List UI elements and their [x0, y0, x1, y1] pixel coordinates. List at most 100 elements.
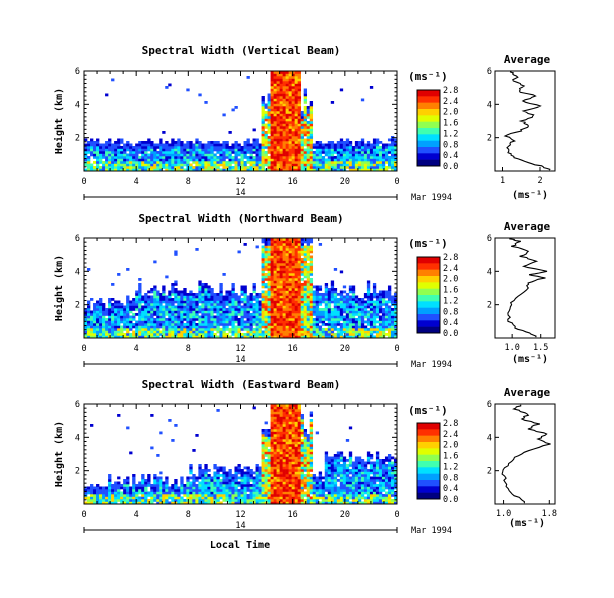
heatmap-cell — [144, 163, 148, 167]
heatmap-cell — [141, 161, 145, 164]
heatmap-cell — [330, 288, 335, 291]
heatmap-cell — [171, 330, 175, 334]
heatmap-cell — [255, 295, 259, 299]
heatmap-cell — [252, 335, 256, 339]
heatmap-cell — [273, 98, 277, 102]
heatmap-cell — [285, 156, 289, 159]
heatmap-cell — [189, 300, 193, 304]
heatmap-cell — [195, 318, 199, 321]
heatmap-cell — [267, 260, 271, 264]
heatmap-cell — [270, 434, 274, 437]
heatmap-cell — [261, 248, 265, 251]
heatmap-cell — [219, 315, 223, 319]
heatmap-cell — [183, 143, 187, 147]
heatmap-cell — [183, 288, 187, 291]
heatmap-cell — [111, 156, 115, 159]
heatmap-cell — [270, 464, 274, 467]
heatmap-cell — [342, 153, 347, 157]
heatmap-cell — [159, 310, 163, 314]
heatmap-cell — [246, 303, 250, 306]
heatmap-cell — [180, 323, 184, 326]
colorbar-unit: (ms⁻¹) — [408, 237, 448, 250]
heatmap-cell — [306, 148, 311, 152]
heatmap-cell — [240, 313, 244, 316]
heatmap-cell — [150, 446, 154, 450]
heatmap-cell — [258, 330, 262, 334]
heatmap-cell — [261, 141, 265, 144]
heatmap-cell — [279, 308, 283, 311]
heatmap-cell — [132, 484, 136, 487]
heatmap-cell — [171, 494, 175, 497]
heatmap-cell — [216, 143, 220, 147]
heatmap-cell — [165, 323, 169, 326]
heatmap-cell — [174, 156, 178, 159]
heatmap-cell — [168, 335, 172, 339]
heatmap-cell — [204, 156, 208, 159]
heatmap-cell — [363, 320, 368, 324]
heatmap-cell — [111, 310, 115, 314]
heatmap-cell — [327, 151, 332, 154]
heatmap-cell — [159, 293, 163, 296]
heatmap-cell — [267, 295, 271, 299]
heatmap-cell — [279, 168, 283, 172]
heatmap-cell — [243, 163, 247, 167]
heatmap-cell — [207, 315, 211, 319]
heatmap-cell — [150, 489, 154, 492]
heatmap-cell — [201, 143, 205, 147]
heatmap-cell — [195, 501, 199, 505]
heatmap-cell — [327, 158, 332, 162]
heatmap-cell — [366, 313, 371, 316]
heatmap-cell — [291, 313, 295, 316]
heatmap-cell — [276, 243, 280, 246]
heatmap-cell — [195, 491, 199, 495]
heatmap-cell — [264, 464, 268, 467]
heatmap-cell — [99, 320, 103, 324]
heatmap-cell — [357, 151, 362, 154]
heatmap-cell — [333, 148, 338, 152]
heatmap-cell — [273, 243, 277, 246]
heatmap-cell — [285, 168, 289, 172]
heatmap-cell — [300, 153, 304, 157]
heatmap-cell — [183, 310, 187, 314]
heatmap-cell — [366, 293, 371, 296]
heatmap-cell — [93, 156, 97, 159]
heatmap-cell — [117, 484, 121, 487]
heatmap-cell — [270, 153, 274, 157]
heatmap-cell — [129, 325, 133, 329]
heatmap-cell — [87, 315, 91, 319]
heatmap-cell — [282, 333, 286, 336]
heatmap-cell — [330, 325, 335, 329]
heatmap-cell — [246, 295, 250, 299]
heatmap-cell — [267, 141, 271, 144]
heatmap-cell — [318, 153, 323, 157]
heatmap-cell — [237, 484, 241, 487]
heatmap-cell — [231, 474, 235, 477]
heatmap-cell — [105, 158, 109, 162]
heatmap-cell — [270, 275, 274, 279]
heatmap-cell — [333, 295, 338, 299]
heatmap-cell — [225, 295, 229, 299]
heatmap-cell — [180, 161, 184, 164]
heatmap-cell — [297, 78, 301, 82]
heatmap-cell — [324, 283, 329, 286]
heatmap-cell — [270, 126, 274, 129]
heatmap-cell — [168, 146, 172, 149]
heatmap-cell — [270, 91, 274, 94]
heatmap-cell — [138, 156, 142, 159]
heatmap-cell — [276, 138, 280, 142]
heatmap-cell — [105, 323, 109, 326]
heatmap-cell — [213, 481, 217, 485]
heatmap-cell — [90, 328, 94, 331]
heatmap-cell — [180, 300, 184, 304]
heatmap-cell — [270, 325, 274, 329]
heatmap-cell — [300, 121, 304, 124]
heatmap-cell — [249, 499, 253, 502]
heatmap-cell — [255, 168, 259, 172]
heatmap-cell — [171, 166, 175, 169]
heatmap-cell — [327, 305, 332, 309]
heatmap-cell — [216, 163, 220, 167]
heatmap-cell — [273, 255, 277, 259]
heatmap-cell — [120, 156, 124, 159]
heatmap-cell — [282, 116, 286, 119]
heatmap-cell — [330, 310, 335, 314]
